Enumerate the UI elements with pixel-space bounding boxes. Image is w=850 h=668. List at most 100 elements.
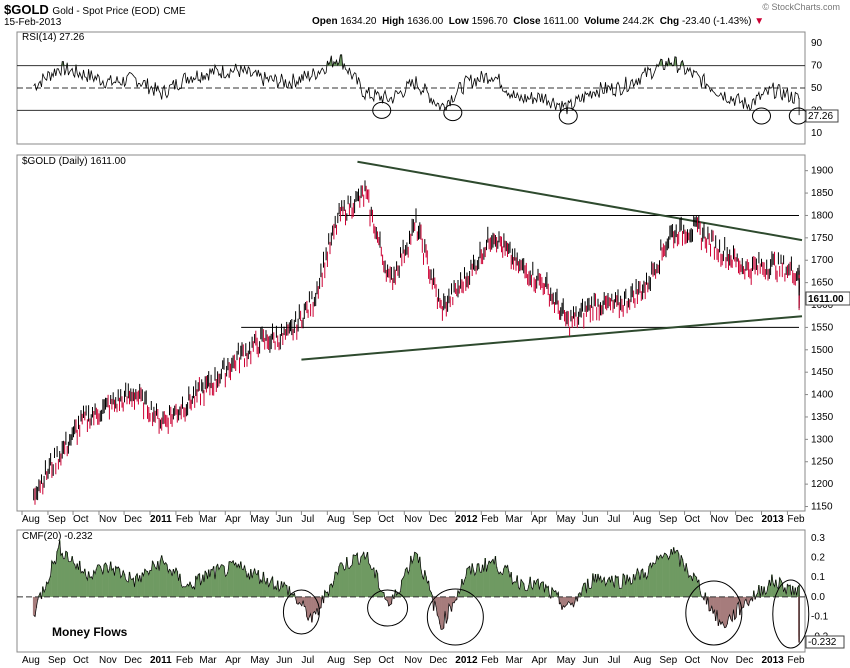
rsi-plot: 1030507090 xyxy=(17,38,823,139)
price-tick-label: 1250 xyxy=(811,457,834,468)
rsi-circle-marker xyxy=(558,107,578,125)
rsi-tick-label: 70 xyxy=(811,61,823,72)
close-label: Close xyxy=(513,16,541,27)
price-x-tick-label: Feb xyxy=(176,514,194,525)
cmf-x-tick-label: Mar xyxy=(506,655,524,666)
price-tick-label: 1350 xyxy=(811,412,834,423)
price-tick-label: 1450 xyxy=(811,367,834,378)
cmf-tick-label: 0.2 xyxy=(811,553,825,564)
cmf-circle-marker xyxy=(685,580,743,646)
rsi-tick-label: 50 xyxy=(811,83,823,94)
price-tick-label: 1750 xyxy=(811,233,834,244)
price-x-tick-label: Jun xyxy=(583,514,599,525)
price-last-value: 1611.00 xyxy=(808,294,844,305)
cmf-x-tick-label: Feb xyxy=(176,655,194,666)
price-x-tick-label: Dec xyxy=(429,514,447,525)
cmf-x-tick-label: Nov xyxy=(99,655,117,666)
price-x-tick-label: Sep xyxy=(659,514,677,525)
cmf-x-tick-label: Apr xyxy=(225,655,241,666)
rsi-label: RSI(14) 27.26 xyxy=(22,32,85,43)
price-tick-label: 1300 xyxy=(811,434,834,445)
ohlc-readout: Open 1634.20 High 1636.00 Low 1596.70 Cl… xyxy=(312,16,764,27)
cmf-x-tick-label: Aug xyxy=(327,655,345,666)
open-label: Open xyxy=(312,16,338,27)
price-x-tick-label: Nov xyxy=(404,514,422,525)
chart-title: $GOLD Gold - Spot Price (EOD) CME xyxy=(4,2,186,17)
volume-label: Volume xyxy=(584,16,620,27)
price-tick-label: 1850 xyxy=(811,188,834,199)
cmf-x-tick-label: Nov xyxy=(711,655,729,666)
volume-value: 244.2K xyxy=(622,16,655,27)
rsi-tick-label: 10 xyxy=(811,128,823,139)
rsi-circle-marker xyxy=(443,104,463,122)
price-tick-label: 1200 xyxy=(811,479,834,490)
price-x-tick-label: Aug xyxy=(327,514,345,525)
high-value: 1636.00 xyxy=(407,16,444,27)
cmf-x-tick-label: Oct xyxy=(685,655,701,666)
cmf-last-value-tag: -0.232 xyxy=(805,635,845,649)
low-value: 1596.70 xyxy=(471,16,508,27)
price-x-tick-label: Dec xyxy=(124,514,142,525)
rsi-last-value-tag: 27.26 xyxy=(805,109,839,123)
chg-label: Chg xyxy=(659,16,680,27)
cmf-x-tick-label: Dec xyxy=(736,655,754,666)
high-label: High xyxy=(382,16,405,27)
cmf-x-tick-label: Jun xyxy=(583,655,599,666)
price-tick-label: 1500 xyxy=(811,345,834,356)
price-x-tick-label: Mar xyxy=(506,514,524,525)
instrument-name: Gold - Spot Price (EOD) xyxy=(52,6,160,17)
exchange: CME xyxy=(163,6,186,17)
price-x-tick-label: May xyxy=(557,514,576,525)
cmf-tick-label: 0.1 xyxy=(811,572,825,583)
price-x-tick-label: Oct xyxy=(685,514,701,525)
cmf-x-tick-label: Mar xyxy=(199,655,217,666)
cmf-circle-marker xyxy=(426,588,484,646)
cmf-x-tick-label: Apr xyxy=(532,655,548,666)
price-x-tick-label: Aug xyxy=(22,514,40,525)
price-x-tick-label: Feb xyxy=(787,514,805,525)
money-flows-annotation: Money Flows xyxy=(52,625,128,639)
price-x-tick-label: Nov xyxy=(99,514,117,525)
cmf-tick-label: 0.0 xyxy=(811,592,825,603)
cmf-x-tick-label: Jul xyxy=(608,655,621,666)
price-x-tick-label: Jul xyxy=(608,514,621,525)
price-tick-label: 1800 xyxy=(811,210,834,221)
price-x-tick-label: Oct xyxy=(378,514,394,525)
cmf-x-tick-label: Oct xyxy=(73,655,89,666)
cmf-x-tick-label: Jul xyxy=(301,655,314,666)
price-x-tick-label: 2011 xyxy=(150,514,172,525)
cmf-circle-marker xyxy=(367,589,409,627)
cmf-x-tick-label: Sep xyxy=(353,655,371,666)
price-tick-label: 1650 xyxy=(811,278,834,289)
cmf-circle-marker xyxy=(282,589,320,635)
price-x-tick-label: Sep xyxy=(48,514,66,525)
price-x-tick-label: 2013 xyxy=(762,514,785,525)
cmf-tick-label: 0.3 xyxy=(811,533,825,544)
cmf-x-tick-label: Nov xyxy=(404,655,422,666)
down-arrow-icon: ▼ xyxy=(754,16,765,27)
price-x-tick-label: 2012 xyxy=(455,514,478,525)
price-tick-label: 1550 xyxy=(811,322,834,333)
cmf-x-tick-label: Feb xyxy=(481,655,499,666)
price-label: $GOLD (Daily) 1611.00 xyxy=(22,156,126,167)
cmf-x-tick-label: Feb xyxy=(787,655,805,666)
cmf-x-tick-label: Aug xyxy=(634,655,652,666)
price-tick-label: 1700 xyxy=(811,255,834,266)
price-last-value-tag: 1611.00 xyxy=(805,291,850,306)
rsi-tick-label: 90 xyxy=(811,38,823,49)
chart-date: 15-Feb-2013 xyxy=(4,17,62,28)
trendline-upper xyxy=(357,160,803,242)
price-tick-label: 1400 xyxy=(811,390,834,401)
price-tick-label: 1150 xyxy=(811,502,833,513)
trendline-lower xyxy=(301,315,803,361)
price-tick-label: 1900 xyxy=(811,166,834,177)
price-x-tick-label: Nov xyxy=(711,514,729,525)
cmf-x-tick-label: Sep xyxy=(659,655,677,666)
time-axis: Aug Aug Sep Sep Oct Oct Nov Nov Dec Dec 2011 2011 Fe… xyxy=(21,511,805,666)
price-x-tick-label: Feb xyxy=(481,514,499,525)
close-value: 1611.00 xyxy=(543,16,579,27)
symbol: $GOLD xyxy=(4,2,49,17)
price-plot: 1150 1200 1250 1300 1350 1400 1450 1500 1550 1600… xyxy=(33,160,834,513)
cmf-line xyxy=(33,540,800,643)
cmf-tick-label: -0.1 xyxy=(811,612,829,623)
